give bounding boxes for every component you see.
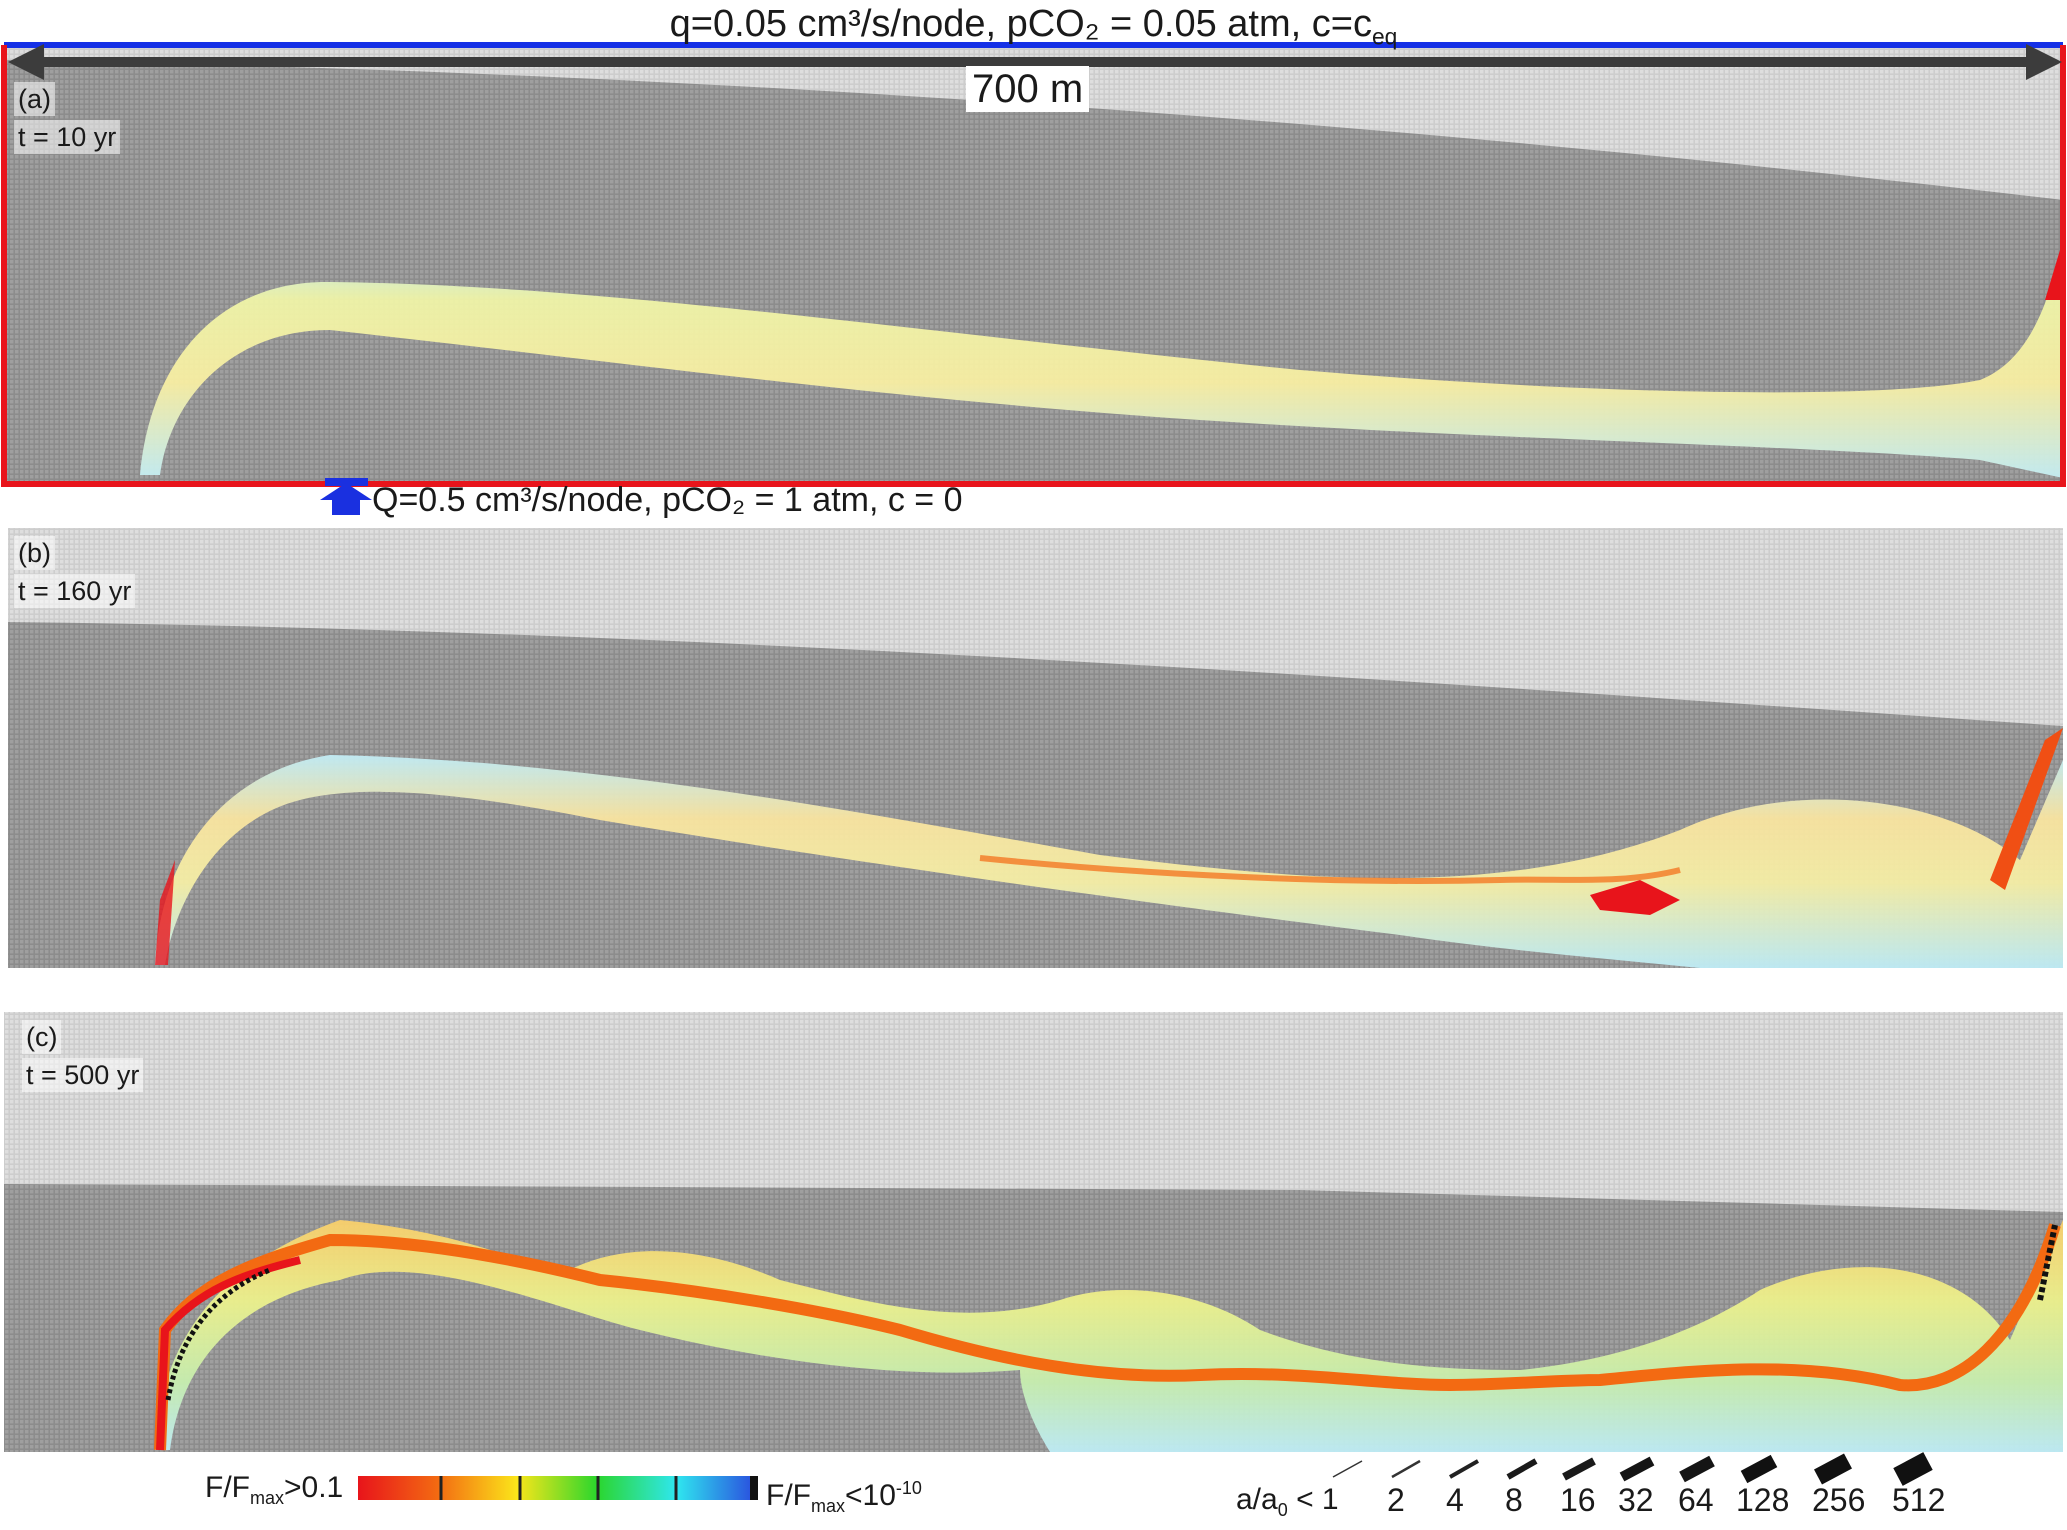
aperture-value: 128 xyxy=(1736,1482,1790,1518)
colorbar-high-label: F/Fmax>0.1 xyxy=(205,1471,344,1508)
aperture-swatch-512 xyxy=(1893,1452,1933,1486)
aperture-value: 32 xyxy=(1618,1482,1654,1518)
aperture-swatch-8 xyxy=(1506,1458,1538,1480)
aperture-swatch-256 xyxy=(1814,1453,1852,1485)
aperture-value: 4 xyxy=(1446,1482,1464,1518)
right-arrowhead-icon xyxy=(2026,44,2062,80)
panel-c-channel xyxy=(154,1223,2061,1451)
aperture-value: 8 xyxy=(1505,1482,1523,1518)
panel-b-channel xyxy=(979,855,1681,884)
colorbar-gradient xyxy=(358,1476,756,1500)
panel-a-plume xyxy=(140,240,2063,478)
flux-colorbar xyxy=(358,1476,758,1500)
panel-a-letter: (a) xyxy=(14,82,55,116)
aperture-swatch-64 xyxy=(1679,1455,1715,1483)
top-boundary-condition: q=0.05 cm³/s/node, pCO₂ = 0.05 atm, c=ce… xyxy=(669,3,1398,50)
panel-a-time: t = 10 yr xyxy=(14,120,121,154)
panel-b-plume xyxy=(155,755,2063,968)
aperture-value: 64 xyxy=(1678,1482,1714,1518)
aperture-legend-label: a/a0 < 1 xyxy=(1236,1483,1339,1520)
panel-b-letter: (b) xyxy=(14,536,55,570)
aperture-value: 256 xyxy=(1812,1482,1866,1518)
inlet-arrow-icon xyxy=(320,483,372,515)
panel-c-letter: (c) xyxy=(22,1020,62,1054)
panel-a xyxy=(4,42,2063,482)
aperture-swatch-128 xyxy=(1740,1454,1778,1484)
panel-b-time: t = 160 yr xyxy=(14,574,136,608)
panel-b-inlet-hotspot xyxy=(155,860,175,965)
boundary-lines xyxy=(1,42,2066,515)
panel-c xyxy=(4,1012,2063,1452)
aperture-swatch-2 xyxy=(1391,1459,1421,1479)
panel-b-outlet xyxy=(1990,728,2063,890)
colorbar-end-cap xyxy=(750,1476,758,1500)
inlet-condition: Q=0.5 cm³/s/node, pCO₂ = 1 atm, c = 0 xyxy=(372,481,963,519)
aperture-value: 16 xyxy=(1560,1482,1596,1518)
length-arrow xyxy=(8,44,2062,80)
panel-b-hotspot xyxy=(1590,880,1680,915)
aperture-swatch-4 xyxy=(1449,1459,1479,1479)
panel-b xyxy=(8,528,2063,968)
aperture-value: 512 xyxy=(1892,1482,1946,1518)
aperture-swatch-16 xyxy=(1562,1457,1596,1481)
panel-c-outlet-wide xyxy=(2037,1224,2058,1301)
panel-c-time: t = 500 yr xyxy=(22,1058,144,1092)
aperture-value: 2 xyxy=(1387,1482,1405,1518)
panel-a-outlet-hotspot xyxy=(2045,240,2063,300)
aperture-swatch-32 xyxy=(1619,1456,1655,1482)
aperture-swatches xyxy=(1332,1452,1933,1486)
colorbar-low-label: F/Fmax<10-10 xyxy=(766,1478,922,1516)
aperture-swatch-lt1 xyxy=(1332,1460,1363,1478)
left-arrowhead-icon xyxy=(8,44,44,80)
panel-c-channel-core xyxy=(156,1256,301,1451)
domain-length-label: 700 m xyxy=(966,66,1090,112)
panel-a-rock xyxy=(4,60,2063,482)
side-boundary-line xyxy=(1,45,2066,487)
panel-c-wide-aperture xyxy=(165,1267,271,1401)
